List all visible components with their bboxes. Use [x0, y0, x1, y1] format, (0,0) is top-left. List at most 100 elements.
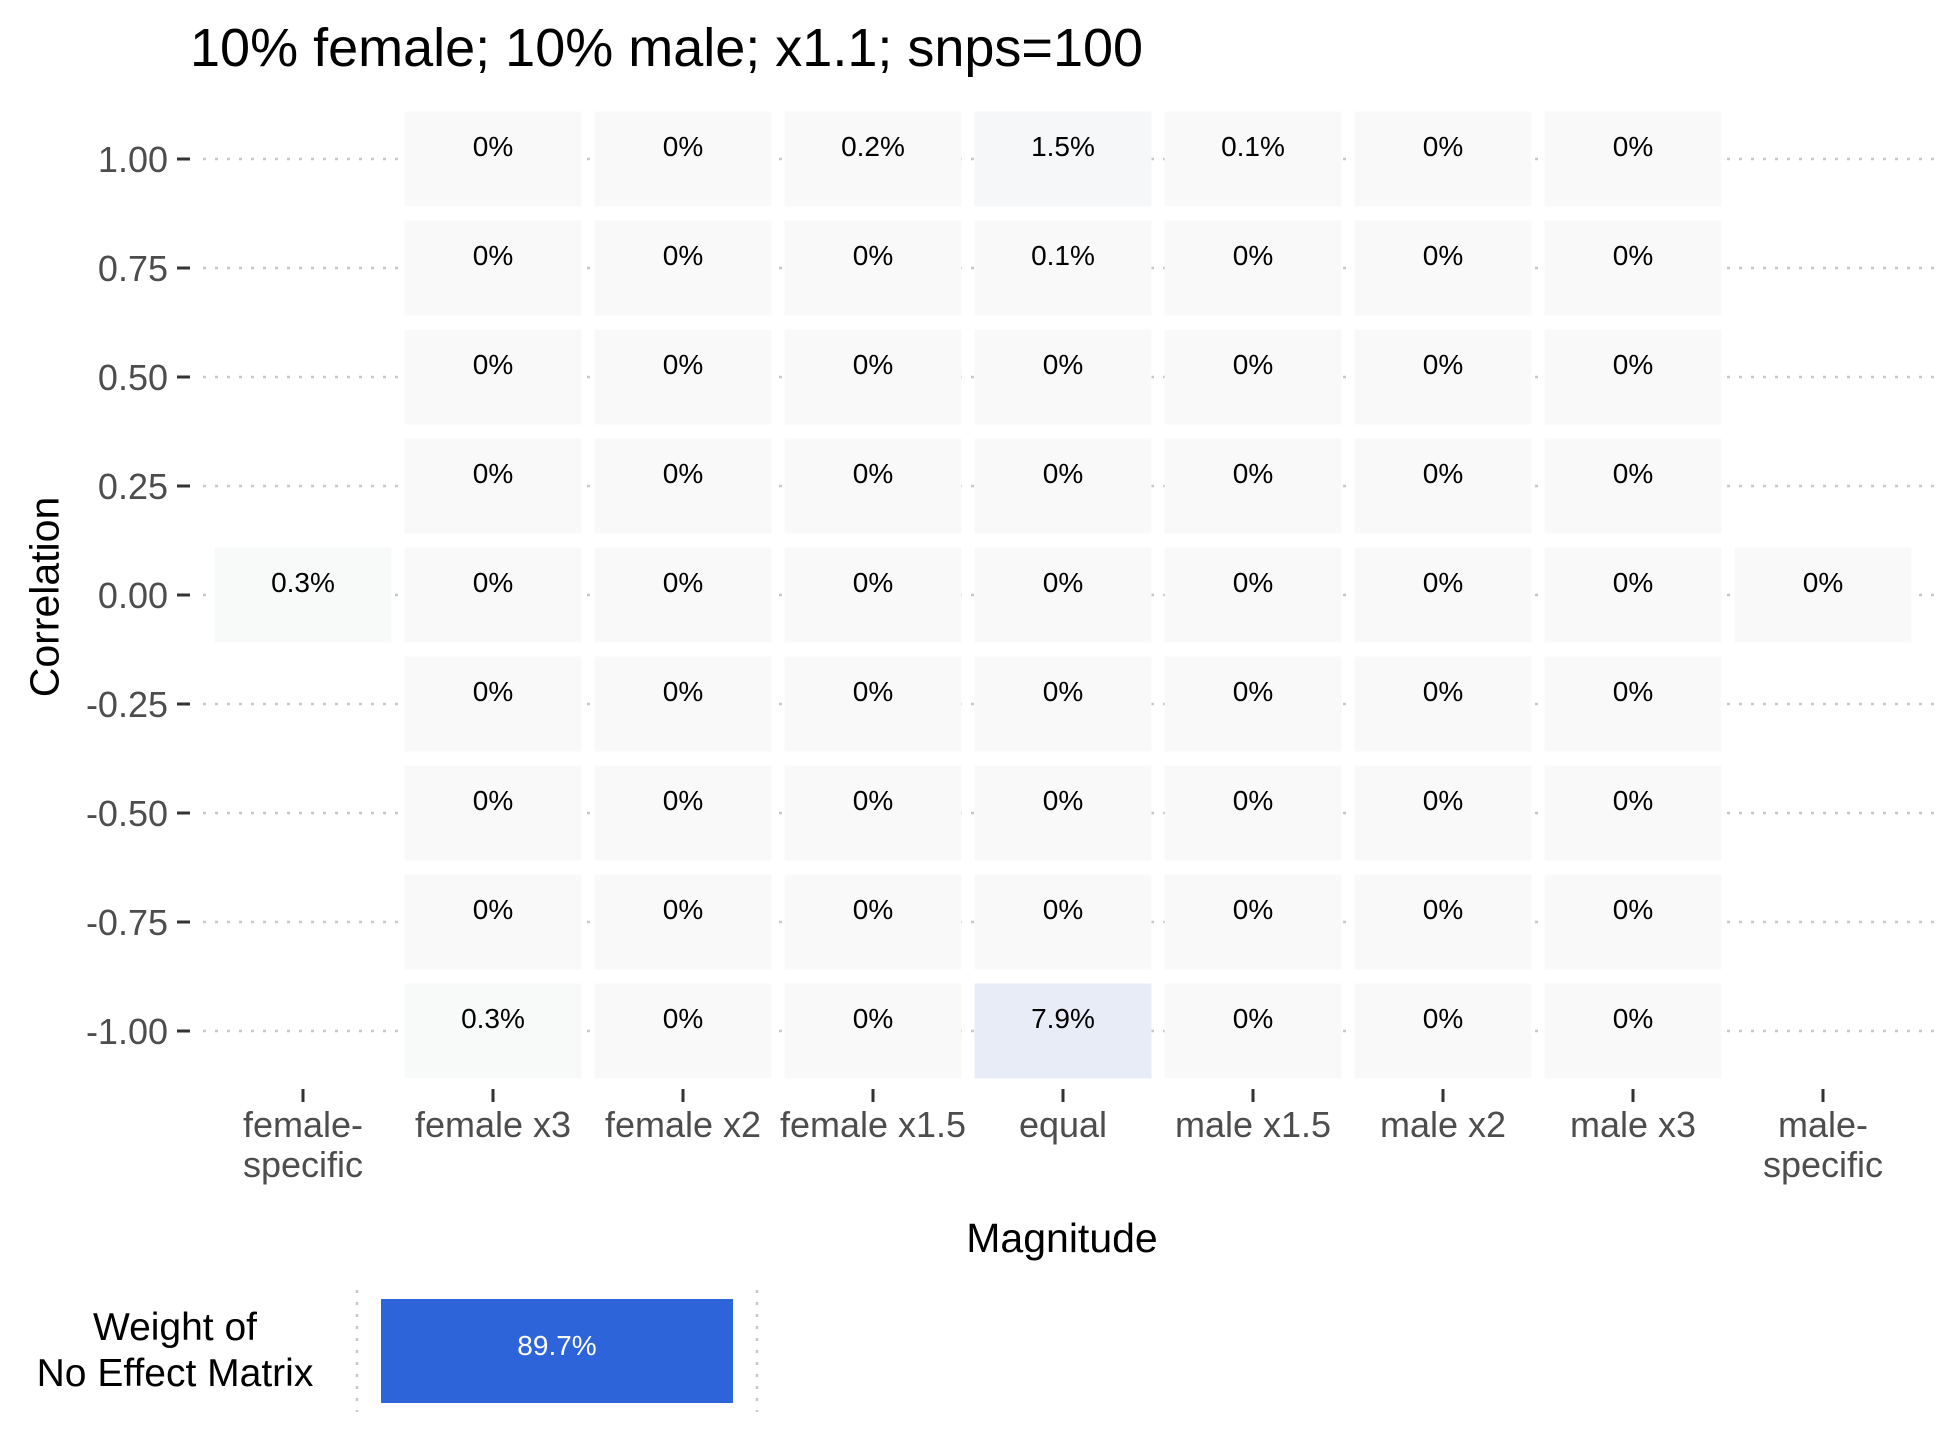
heatmap-cell [974, 983, 1152, 1079]
cell-label: 0% [1233, 894, 1273, 925]
cell-label: 0% [1613, 567, 1653, 598]
heatmap-cell [974, 874, 1152, 970]
cell-label: 0% [1423, 1003, 1463, 1034]
cell-label: 0% [663, 567, 703, 598]
cell-label: 0% [853, 458, 893, 489]
cell-label: 0% [1043, 894, 1083, 925]
heatmap-cell [1164, 983, 1342, 1079]
cell-label: 0% [1613, 131, 1653, 162]
cell-label: 0% [1423, 131, 1463, 162]
cell-label: 0% [853, 567, 893, 598]
y-tick-label: -0.75 [86, 902, 168, 943]
heatmap-cell [974, 220, 1152, 316]
heatmap-cell [1164, 438, 1342, 534]
cell-label: 0% [473, 240, 513, 271]
heatmap-cell [214, 547, 392, 643]
cell-label: 0% [1233, 676, 1273, 707]
heatmap-cell [784, 220, 962, 316]
heatmap-cell [784, 656, 962, 752]
cell-label: 0% [853, 676, 893, 707]
cell-label: 0% [1043, 349, 1083, 380]
heatmap-cell [1734, 547, 1912, 643]
y-tick-label: 0.25 [98, 466, 168, 507]
heatmap-cell [1544, 874, 1722, 970]
x-tick-label: female x3 [415, 1104, 571, 1145]
weight-bar [381, 1299, 733, 1403]
cell-label: 0% [473, 349, 513, 380]
x-tick-label: female x1.5 [780, 1104, 966, 1145]
heatmap-cell [1354, 765, 1532, 861]
heatmap-cell [974, 329, 1152, 425]
heatmap-cell [1164, 765, 1342, 861]
heatmap-cell [404, 874, 582, 970]
cell-label: 0% [1423, 458, 1463, 489]
cell-label: 0% [853, 785, 893, 816]
x-tick-label: male-specific [1763, 1104, 1883, 1185]
cell-label: 0% [1423, 785, 1463, 816]
cell-label: 0% [1233, 458, 1273, 489]
cell-label: 0% [1043, 676, 1083, 707]
heatmap-cell [1544, 329, 1722, 425]
y-tick-label: -0.25 [86, 684, 168, 725]
heatmap-cell [1164, 656, 1342, 752]
y-tick-label: -0.50 [86, 793, 168, 834]
cell-label: 0% [1233, 1003, 1273, 1034]
weight-label-line2: No Effect Matrix [36, 1352, 314, 1395]
chart-title: 10% female; 10% male; x1.1; snps=100 [190, 18, 1144, 78]
heatmap-cell [1544, 656, 1722, 752]
cell-label: 0.1% [1031, 240, 1095, 271]
cell-label: 0% [1423, 349, 1463, 380]
heatmap-cell [1544, 765, 1722, 861]
cell-label: 0% [473, 567, 513, 598]
weight-bar-label: 89.7% [517, 1330, 596, 1361]
heatmap-cell [404, 656, 582, 752]
heatmap-cell [594, 656, 772, 752]
x-tick-label: male x2 [1380, 1104, 1506, 1145]
heatmap-cell [1354, 438, 1532, 534]
heatmap-cell [784, 329, 962, 425]
cell-label: 0% [1423, 894, 1463, 925]
cell-label: 7.9% [1031, 1003, 1095, 1034]
heatmap-cell [594, 983, 772, 1079]
heatmap-cell [404, 329, 582, 425]
cell-label: 0% [663, 349, 703, 380]
cell-label: 0.1% [1221, 131, 1285, 162]
heatmap-cell [404, 547, 582, 643]
heatmap-cell [404, 983, 582, 1079]
x-tick-label: female x2 [605, 1104, 761, 1145]
cell-label: 0% [1423, 567, 1463, 598]
cell-label: 0% [663, 458, 703, 489]
cell-label: 0% [473, 131, 513, 162]
cell-label: 0% [473, 894, 513, 925]
heatmap-cell [594, 438, 772, 534]
heatmap-cell [1354, 220, 1532, 316]
heatmap-cell [594, 220, 772, 316]
cell-label: 0% [1613, 785, 1653, 816]
cell-label: 0.3% [461, 1003, 525, 1034]
weight-label-line1: Weight of [92, 1306, 258, 1349]
heatmap-cell [974, 547, 1152, 643]
heatmap-cell [1544, 220, 1722, 316]
cell-label: 0% [853, 240, 893, 271]
heatmap-cell [1164, 220, 1342, 316]
cell-label: 0% [1613, 676, 1653, 707]
heatmap-cell [1164, 111, 1342, 207]
weight-label: Weight of No Effect Matrix [0, 1305, 350, 1397]
heatmap-cell [1544, 983, 1722, 1079]
cell-label: 0.2% [841, 131, 905, 162]
y-tick-label: -1.00 [86, 1011, 168, 1052]
heatmap-cell [1544, 547, 1722, 643]
cell-label: 1.5% [1031, 131, 1095, 162]
heatmap-cell [784, 765, 962, 861]
cell-label: 0% [1423, 240, 1463, 271]
cell-label: 0% [853, 349, 893, 380]
heatmap-cell [1164, 329, 1342, 425]
y-tick-label: 0.50 [98, 357, 168, 398]
heatmap-cell [404, 220, 582, 316]
heatmap-cell [404, 438, 582, 534]
x-tick-label: male x3 [1570, 1104, 1696, 1145]
y-tick-label: 1.00 [98, 139, 168, 180]
heatmap-cell [1354, 656, 1532, 752]
cell-label: 0% [1613, 349, 1653, 380]
